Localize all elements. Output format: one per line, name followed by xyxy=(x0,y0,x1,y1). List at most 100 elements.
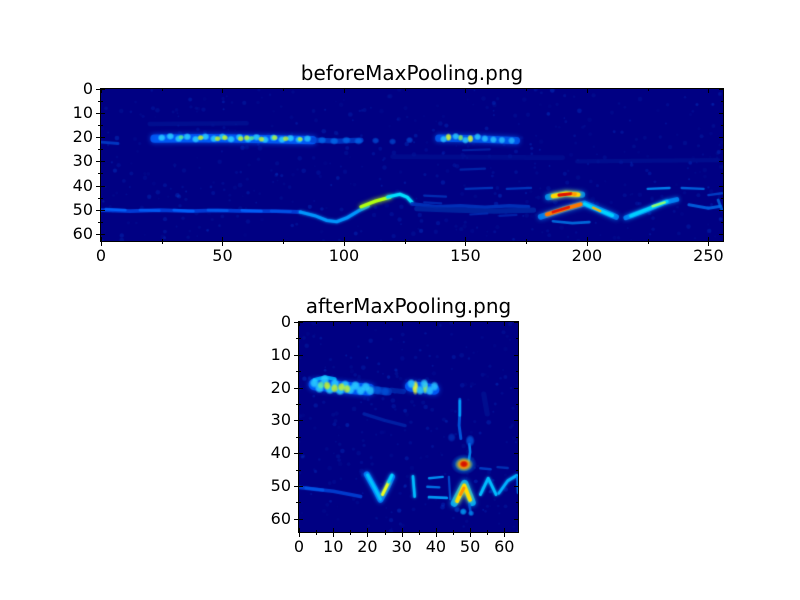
x-minor-tick xyxy=(487,530,488,532)
x-minor-tick xyxy=(419,530,420,532)
y-tick-label: 0 xyxy=(280,312,291,331)
y-minor-tick xyxy=(98,173,100,174)
x-major-tick xyxy=(344,237,345,241)
y-minor-tick xyxy=(296,437,298,438)
y-major-tick xyxy=(514,420,518,421)
x-major-tick xyxy=(465,89,466,93)
y-major-tick xyxy=(101,89,105,90)
x-tick-label: 50 xyxy=(212,246,233,265)
x-minor-tick xyxy=(350,530,351,532)
y-minor-tick xyxy=(98,125,100,126)
y-major-tick xyxy=(101,210,105,211)
x-major-tick xyxy=(101,237,102,241)
x-minor-tick xyxy=(316,530,317,532)
x-major-tick xyxy=(333,533,334,537)
x-minor-tick xyxy=(283,242,284,244)
y-major-tick xyxy=(294,519,298,520)
heatmap-image-after xyxy=(299,322,518,532)
y-major-tick xyxy=(299,355,303,356)
y-major-tick xyxy=(719,113,723,114)
y-major-tick xyxy=(96,186,100,187)
y-major-tick xyxy=(96,137,100,138)
y-tick-label: 20 xyxy=(270,377,291,397)
plot-title-after: afterMaxPooling.png xyxy=(305,294,512,318)
x-major-tick xyxy=(367,528,368,532)
x-major-tick xyxy=(402,528,403,532)
y-minor-tick xyxy=(98,198,100,199)
y-minor-tick xyxy=(98,222,100,223)
y-major-tick xyxy=(96,234,100,235)
x-major-tick xyxy=(587,89,588,93)
x-tick-label: 150 xyxy=(450,246,481,265)
y-tick-label: 40 xyxy=(270,443,291,463)
y-major-tick xyxy=(294,420,298,421)
y-major-tick xyxy=(101,113,105,114)
y-minor-tick xyxy=(516,470,518,471)
y-tick-label: 30 xyxy=(72,151,93,171)
x-tick-label: 60 xyxy=(494,537,515,556)
x-major-tick xyxy=(344,89,345,93)
x-minor-tick xyxy=(487,533,488,535)
x-tick-label: 200 xyxy=(571,246,603,265)
y-minor-tick xyxy=(101,125,103,126)
x-major-tick xyxy=(708,89,709,93)
y-minor-tick xyxy=(101,222,103,223)
y-major-tick xyxy=(294,486,298,487)
x-minor-tick xyxy=(405,239,406,241)
y-tick-label: 20 xyxy=(72,127,93,147)
x-major-tick xyxy=(436,528,437,532)
y-minor-tick xyxy=(299,470,301,471)
y-minor-tick xyxy=(101,198,103,199)
y-tick-label: 10 xyxy=(72,103,93,123)
x-minor-tick xyxy=(385,322,386,324)
x-minor-tick xyxy=(526,242,527,244)
y-minor-tick xyxy=(721,198,723,199)
x-minor-tick xyxy=(453,533,454,535)
y-minor-tick xyxy=(516,371,518,372)
x-minor-tick xyxy=(350,322,351,324)
y-minor-tick xyxy=(296,470,298,471)
y-major-tick xyxy=(719,161,723,162)
y-tick-label: 50 xyxy=(270,476,291,496)
y-minor-tick xyxy=(721,173,723,174)
y-tick-label: 0 xyxy=(82,79,93,98)
heatmap-frame-before xyxy=(100,88,724,242)
x-major-tick xyxy=(436,322,437,326)
x-major-tick xyxy=(436,533,437,537)
x-major-tick xyxy=(504,528,505,532)
plot-title-before: beforeMaxPooling.png xyxy=(300,61,524,85)
x-major-tick xyxy=(465,242,466,246)
y-minor-tick xyxy=(296,338,298,339)
y-major-tick xyxy=(294,322,298,323)
x-major-tick xyxy=(344,242,345,246)
x-minor-tick xyxy=(283,89,284,91)
x-minor-tick xyxy=(162,242,163,244)
x-major-tick xyxy=(470,322,471,326)
x-major-tick xyxy=(299,322,300,326)
x-major-tick xyxy=(708,237,709,241)
y-major-tick xyxy=(294,388,298,389)
x-major-tick xyxy=(402,533,403,537)
x-major-tick xyxy=(222,242,223,246)
x-major-tick xyxy=(222,237,223,241)
x-major-tick xyxy=(367,322,368,326)
x-minor-tick xyxy=(453,530,454,532)
y-minor-tick xyxy=(296,502,298,503)
y-major-tick xyxy=(96,113,100,114)
y-major-tick xyxy=(299,453,303,454)
x-minor-tick xyxy=(162,89,163,91)
y-minor-tick xyxy=(299,371,301,372)
x-major-tick xyxy=(222,89,223,93)
x-minor-tick xyxy=(526,89,527,91)
x-major-tick xyxy=(333,322,334,326)
x-major-tick xyxy=(402,322,403,326)
x-major-tick xyxy=(587,242,588,246)
x-major-tick xyxy=(367,533,368,537)
y-major-tick xyxy=(299,486,303,487)
y-minor-tick xyxy=(299,437,301,438)
x-major-tick xyxy=(587,237,588,241)
y-major-tick xyxy=(514,486,518,487)
